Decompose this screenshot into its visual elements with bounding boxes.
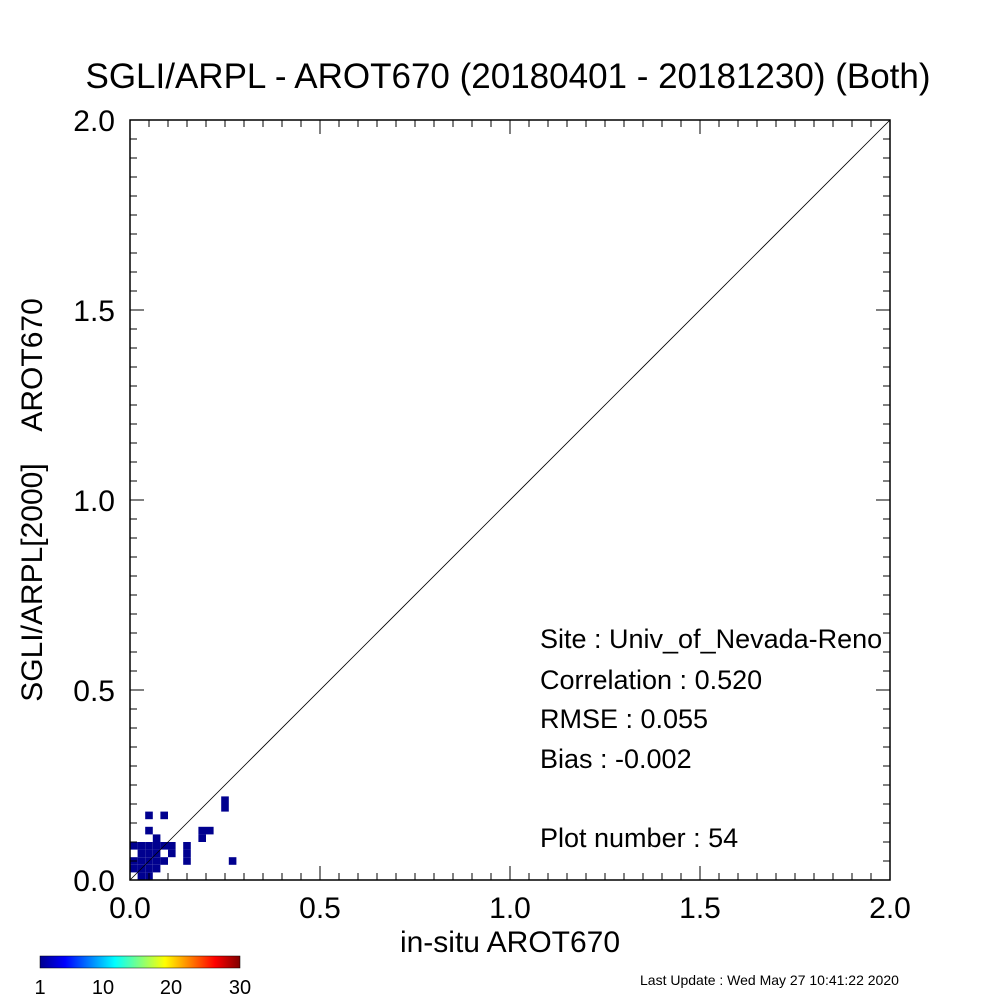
x-axis-label: in-situ AROT670	[400, 926, 620, 959]
density-cell	[152, 857, 161, 865]
y-tick-labels: 0.0 0.5 1.0 1.5 2.0	[73, 105, 115, 898]
density-cell	[221, 796, 229, 804]
stats-annotation: Site : Univ_of_Nevada-Reno Correlation :…	[540, 624, 882, 853]
chart-title: SGLI/ARPL - AROT670 (20180401 - 20181230…	[85, 57, 930, 96]
density-cell	[198, 834, 206, 842]
density-cell	[206, 826, 214, 835]
density-cells	[130, 796, 237, 880]
density-cell	[130, 864, 138, 873]
colorbar-tick-label: 30	[229, 977, 251, 999]
y-tick-label: 1.5	[73, 295, 115, 328]
density-cell	[145, 864, 153, 873]
colorbar-gradient	[39, 955, 241, 969]
density-cell	[137, 872, 146, 880]
y-axis-label: SGLI/ARPL[2000] AROT670	[16, 298, 49, 702]
density-cell	[160, 811, 168, 820]
density-cell	[145, 849, 153, 858]
density-cell	[228, 857, 237, 865]
x-tick-label: 1.0	[489, 892, 531, 925]
rmse-annotation: RMSE : 0.055	[540, 704, 708, 734]
colorbar-tick-label: 20	[160, 977, 182, 999]
density-cell	[168, 842, 176, 850]
density-cell	[160, 857, 168, 865]
x-tick-label: 0.0	[109, 892, 151, 925]
one-to-one-line	[129, 119, 891, 881]
density-cell	[168, 849, 176, 858]
density-cell	[137, 857, 146, 865]
x-tick-label: 2.0	[869, 892, 911, 925]
x-tick-label: 0.5	[299, 892, 341, 925]
density-cell	[145, 826, 153, 835]
density-cell	[152, 842, 161, 850]
density-cell	[183, 849, 191, 858]
y-tick-label: 1.0	[73, 485, 115, 518]
density-cell	[183, 842, 191, 850]
density-cell	[137, 842, 146, 850]
axis-ticks	[129, 119, 891, 881]
density-cell	[198, 826, 206, 835]
density-cell	[137, 849, 146, 858]
y-tick-label: 2.0	[73, 105, 115, 138]
x-tick-label: 1.5	[679, 892, 721, 925]
y-tick-label: 0.5	[73, 675, 115, 708]
colorbar-tick-label: 10	[92, 977, 114, 999]
x-tick-labels: 0.0 0.5 1.0 1.5 2.0	[109, 892, 911, 925]
density-cell	[145, 811, 153, 820]
correlation-annotation: Correlation : 0.520	[540, 665, 762, 695]
density-cell	[130, 842, 138, 850]
colorbar: 1 10 20 30	[34, 955, 251, 999]
y-tick-label: 0.0	[73, 865, 115, 898]
colorbar-tick-label: 1	[34, 977, 45, 999]
site-annotation: Site : Univ_of_Nevada-Reno	[540, 624, 882, 654]
density-cell	[221, 804, 229, 812]
bias-annotation: Bias : -0.002	[540, 744, 692, 774]
density-cell	[183, 857, 191, 865]
density-cell	[152, 864, 161, 873]
plot-number-annotation: Plot number : 54	[540, 823, 738, 853]
density-cell	[152, 834, 161, 842]
last-update-text: Last Update : Wed May 27 10:41:22 2020	[640, 972, 899, 988]
density-cell	[145, 842, 153, 850]
